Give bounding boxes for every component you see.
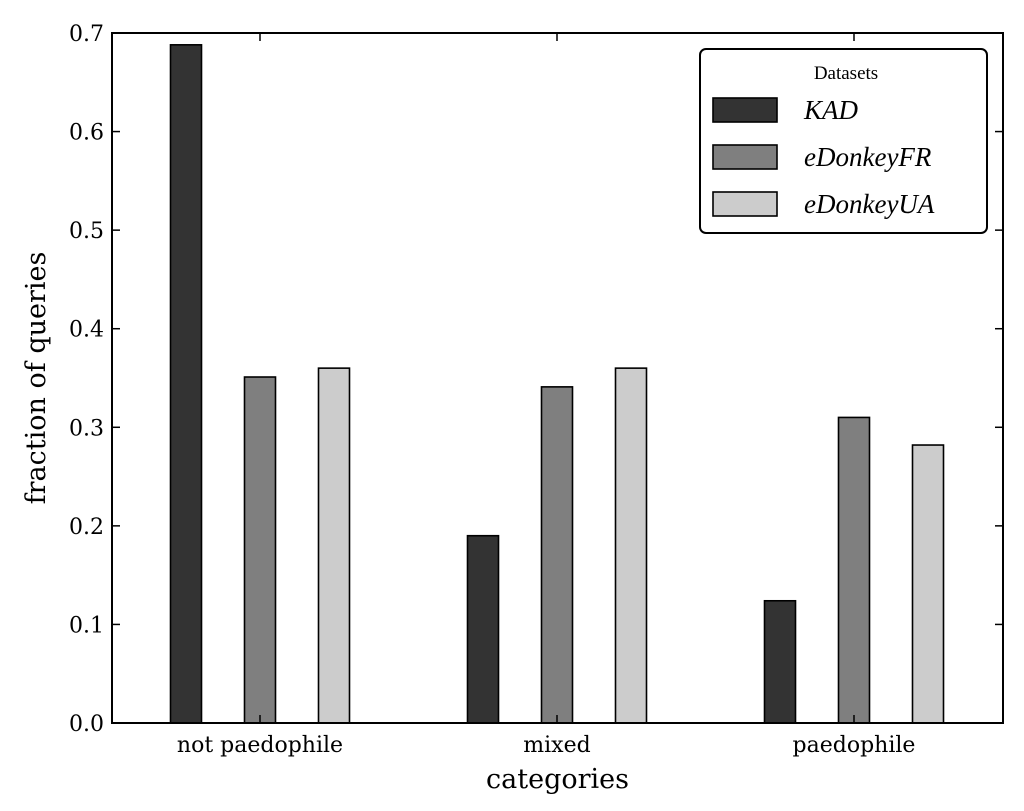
bar-eDonkeyFR-mixed [540,386,574,724]
legend-swatch-KAD [712,97,778,123]
bar-KAD-paedophile [763,599,797,724]
x-tick-label: paedophile [793,733,916,758]
y-tick-label: 0.6 [69,121,104,146]
y-tick-label: 0.2 [69,515,104,540]
legend-swatch-eDonkeyUA [712,191,778,217]
bar-eDonkeyUA-paedophile [911,444,945,724]
x-tick-label: not paedophile [177,733,343,758]
legend: Datasets KAD eDonkeyFR eDonkeyUA [699,48,988,234]
bar-eDonkeyFR-paedophile [837,416,871,724]
y-tick-label: 0.3 [69,416,104,441]
bar-eDonkeyUA-mixed [614,367,648,724]
x-tick-label: mixed [523,733,590,758]
y-tick-label: 0.1 [69,613,104,638]
legend-box [699,48,988,234]
bar-KAD-not-paedophile [169,44,203,724]
y-axis-label: fraction of queries [21,252,52,505]
bars-layer [169,44,945,724]
legend-label-eDonkeyUA: eDonkeyUA [804,189,935,219]
bar-eDonkeyFR-not-paedophile [243,376,277,724]
legend-swatch-eDonkeyFR [712,144,778,170]
y-tick-label: 0.5 [69,219,104,244]
bar-eDonkeyUA-not-paedophile [317,367,351,724]
bar-KAD-mixed [466,534,500,724]
y-tick-label: 0.7 [69,22,104,47]
legend-title: Datasets [814,63,878,84]
legend-label-KAD: KAD [803,95,859,125]
y-tick-label: 0.4 [69,318,104,343]
x-axis-label: categories [486,764,629,795]
ticks-layer: 0.0 0.1 0.2 0.3 0.4 0.5 0.6 0.7 not paedophile mi… [69,22,1003,758]
y-tick-label: 0.0 [69,712,104,737]
legend-label-eDonkeyFR: eDonkeyFR [804,142,932,172]
legend-items: KAD eDonkeyFR eDonkeyUA [712,95,935,219]
